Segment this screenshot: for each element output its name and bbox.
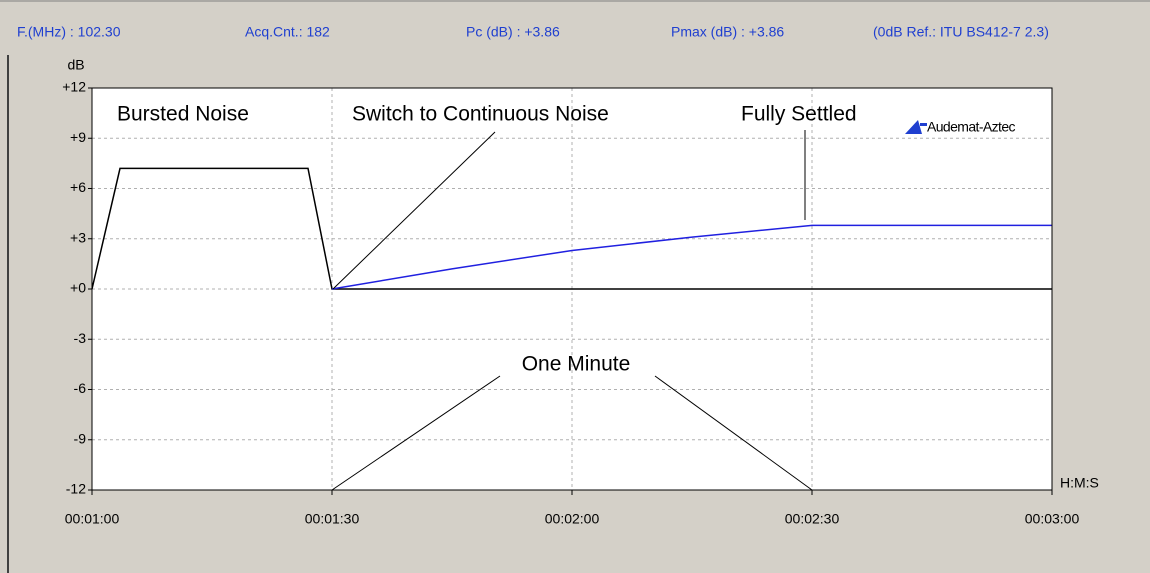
header-field: Pc (dB) : +3.86 [466, 24, 560, 40]
header-field: F.(MHz) : 102.30 [17, 24, 121, 40]
annotation: Switch to Continuous Noise [352, 103, 609, 126]
logo-icon [920, 123, 927, 126]
y-tick-label: -3 [74, 330, 87, 346]
y-tick-label: +6 [70, 179, 86, 195]
x-tick-label: 00:01:00 [65, 511, 120, 527]
pointer-line [654, 375, 813, 491]
x-tick-label: 00:03:00 [1025, 511, 1080, 527]
annotation: Bursted Noise [117, 103, 249, 126]
logo: Audemat-Aztec [927, 119, 1016, 135]
header-field: (0dB Ref.: ITU BS412-7 2.3) [873, 24, 1049, 40]
annotation: One Minute [522, 353, 631, 376]
y-tick-label: +9 [70, 129, 86, 145]
x-tick-label: 00:01:30 [305, 511, 360, 527]
y-axis-label: dB [67, 57, 84, 73]
series-line [331, 224, 1052, 290]
x-tick-label: 00:02:30 [785, 511, 840, 527]
header-field: Acq.Cnt.: 182 [245, 24, 330, 40]
annotation: Fully Settled [741, 103, 857, 126]
y-tick-label: +12 [62, 79, 86, 95]
y-tick-label: -9 [74, 430, 87, 446]
y-tick-label: +0 [70, 280, 86, 296]
logo-icon [905, 120, 922, 134]
y-tick-label: +3 [70, 229, 86, 245]
lines [91, 167, 1052, 290]
pointer-line [331, 375, 501, 491]
header-field: Pmax (dB) : +3.86 [671, 24, 784, 40]
x-axis-label: H:M:S [1060, 475, 1099, 491]
pointer-line [332, 131, 496, 290]
x-tick-label: 00:02:00 [545, 511, 600, 527]
y-tick-label: -6 [74, 380, 87, 396]
series-line [91, 167, 1052, 290]
y-tick-label: -12 [66, 481, 86, 497]
